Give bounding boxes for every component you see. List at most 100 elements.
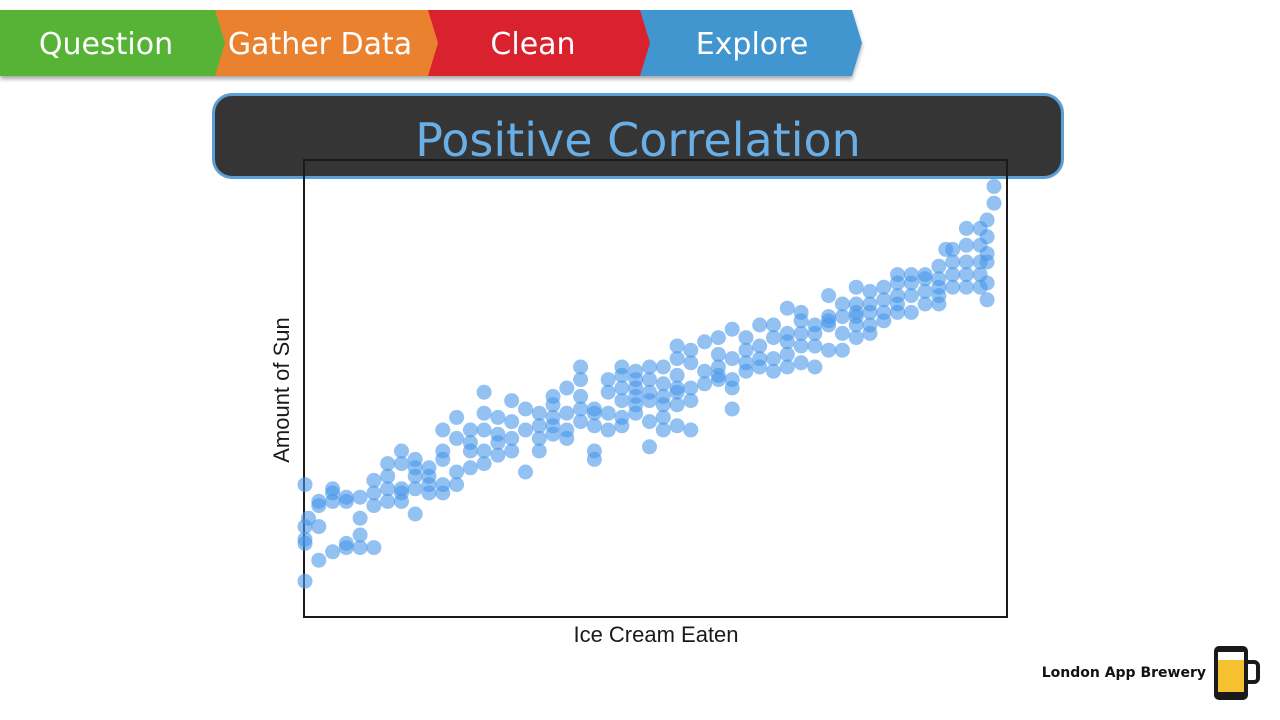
data-point (848, 330, 864, 346)
data-point (559, 380, 575, 396)
data-point (614, 393, 630, 409)
data-point (338, 535, 354, 551)
data-point (504, 393, 520, 409)
data-point (848, 279, 864, 295)
data-point (876, 292, 892, 308)
data-point (476, 405, 492, 421)
data-point (462, 435, 478, 451)
data-point (779, 325, 795, 341)
x-axis-label: Ice Cream Eaten (573, 622, 739, 647)
data-point (407, 460, 423, 476)
data-point (979, 212, 995, 228)
data-point (573, 372, 589, 388)
data-point (600, 405, 616, 421)
data-point (945, 267, 961, 283)
data-point (297, 477, 313, 493)
data-point (380, 456, 396, 472)
title-banner (212, 93, 1064, 179)
data-point (297, 531, 313, 547)
data-point (917, 283, 933, 299)
data-point (518, 422, 533, 438)
data-point (669, 367, 685, 383)
scatter-points (297, 178, 1002, 589)
data-point (979, 254, 995, 270)
data-point (642, 359, 657, 375)
data-point (311, 519, 327, 535)
data-point (297, 573, 313, 589)
data-point (876, 279, 892, 295)
data-point (917, 296, 933, 312)
data-point (766, 317, 781, 333)
data-point (752, 351, 768, 367)
data-point (407, 506, 423, 522)
data-point (683, 393, 699, 409)
data-point (449, 409, 465, 425)
data-point (518, 464, 533, 480)
slide-title: Positive Correlation (415, 113, 861, 167)
data-point (903, 304, 919, 320)
data-point (931, 271, 947, 287)
data-point (697, 376, 713, 392)
data-point (531, 405, 547, 421)
step-question-label: Question (39, 27, 173, 62)
data-point (724, 351, 740, 367)
data-point (862, 296, 878, 312)
data-point (752, 338, 768, 354)
data-point (407, 481, 423, 497)
data-point (394, 481, 409, 497)
step-gather-data[interactable] (212, 10, 438, 76)
plot-frame (303, 159, 1008, 618)
data-point (655, 388, 671, 404)
data-point (504, 443, 520, 459)
data-point (462, 422, 478, 438)
data-point (586, 418, 602, 434)
data-point (669, 338, 685, 354)
data-point (531, 443, 547, 459)
data-point (807, 338, 823, 354)
data-point (600, 372, 616, 388)
data-point (462, 460, 478, 476)
data-point (476, 456, 492, 472)
data-point (545, 409, 561, 425)
data-point (476, 422, 492, 438)
step-explore[interactable] (638, 10, 862, 76)
data-point (476, 384, 492, 400)
data-point (614, 409, 630, 425)
data-point (958, 267, 974, 283)
data-point (655, 409, 671, 425)
data-point (435, 422, 451, 438)
data-point (614, 380, 630, 396)
step-clean[interactable] (425, 10, 650, 76)
data-point (766, 351, 781, 367)
data-point (559, 422, 575, 438)
data-point (642, 414, 657, 430)
data-point (683, 380, 699, 396)
data-point (600, 422, 616, 438)
data-point (642, 384, 657, 400)
data-point (986, 195, 1002, 211)
data-point (683, 342, 699, 358)
data-point (394, 456, 409, 472)
data-point (531, 418, 547, 434)
data-point (807, 317, 823, 333)
data-point (931, 258, 947, 274)
data-point (945, 254, 961, 270)
data-point (834, 342, 850, 358)
data-point (697, 334, 713, 350)
data-point (380, 481, 396, 497)
data-point (352, 489, 368, 505)
data-point (862, 283, 878, 299)
step-question[interactable] (0, 10, 225, 76)
data-point (573, 359, 589, 375)
data-point (352, 540, 368, 556)
data-point (697, 363, 713, 379)
data-point (642, 372, 657, 388)
data-point (586, 443, 602, 459)
data-point (573, 414, 589, 430)
data-point (752, 317, 768, 333)
step-explore-label: Explore (696, 27, 809, 62)
data-point (449, 477, 465, 493)
data-point (669, 380, 685, 396)
data-point (834, 296, 850, 312)
data-point (779, 300, 795, 316)
